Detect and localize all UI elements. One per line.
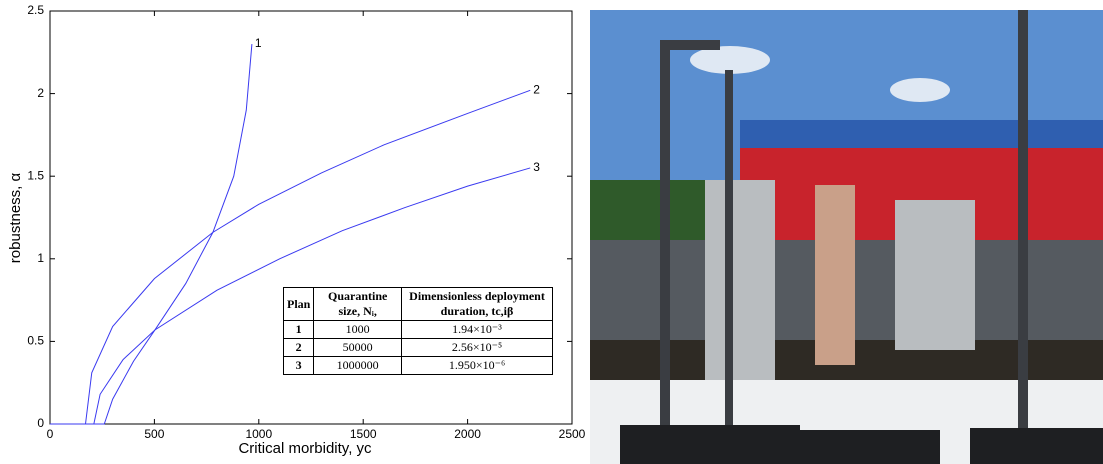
photo (590, 10, 1103, 464)
chart: Critical morbidity, yc robustness, α 0 50… (0, 0, 590, 464)
y-tick-label: 0 (37, 416, 44, 430)
table-cell: 2.56×10⁻⁵ (402, 339, 553, 357)
person (815, 185, 855, 365)
x-tick-label: 2000 (454, 427, 481, 441)
x-tick-label: 500 (144, 427, 164, 441)
cloud (890, 78, 950, 102)
table-cell: 50000 (314, 339, 402, 357)
table-cell: 1.94×10⁻³ (402, 321, 553, 339)
pipe (660, 40, 670, 464)
x-axis-label: Critical morbidity, yc (238, 440, 372, 457)
person-suit (895, 200, 975, 350)
x-tick-label: 1000 (245, 427, 272, 441)
table-header: Plan (284, 288, 314, 321)
y-axis-label: robustness, α (7, 172, 24, 263)
grate (970, 428, 1103, 464)
curve-label: 3 (533, 160, 540, 174)
y-tick-label: 0.5 (27, 334, 44, 348)
x-tick-label: 1500 (350, 427, 377, 441)
page: Critical morbidity, yc robustness, α 0 50… (0, 0, 1103, 464)
y-tick-label: 2 (37, 86, 44, 100)
table-cell: 1000 (314, 321, 402, 339)
y-tick-label: 2.5 (27, 3, 44, 17)
curve-label: 2 (533, 82, 540, 96)
trailer-stripe (740, 120, 1103, 148)
table-cell: 1000000 (314, 357, 402, 375)
table-cell: 2 (284, 339, 314, 357)
table-cell: 1 (284, 321, 314, 339)
x-tick-label: 2500 (559, 427, 586, 441)
pipe (725, 70, 733, 464)
table-cell: 1.950×10⁻⁶ (402, 357, 553, 375)
table-cell: 3 (284, 357, 314, 375)
person-suit (705, 180, 775, 380)
pipe (1018, 10, 1028, 464)
curve-label: 1 (255, 36, 262, 50)
pipe (660, 40, 720, 50)
grate (620, 425, 800, 464)
y-tick-label: 1 (37, 251, 44, 265)
table-header: Quarantine size, Nᵢ, (314, 288, 402, 321)
cloud (690, 46, 770, 74)
x-tick-label: 0 (47, 427, 54, 441)
grate (780, 430, 940, 464)
table-header: Dimensionless deployment duration, tc,iβ (402, 288, 553, 321)
y-tick-label: 1.5 (27, 168, 44, 182)
